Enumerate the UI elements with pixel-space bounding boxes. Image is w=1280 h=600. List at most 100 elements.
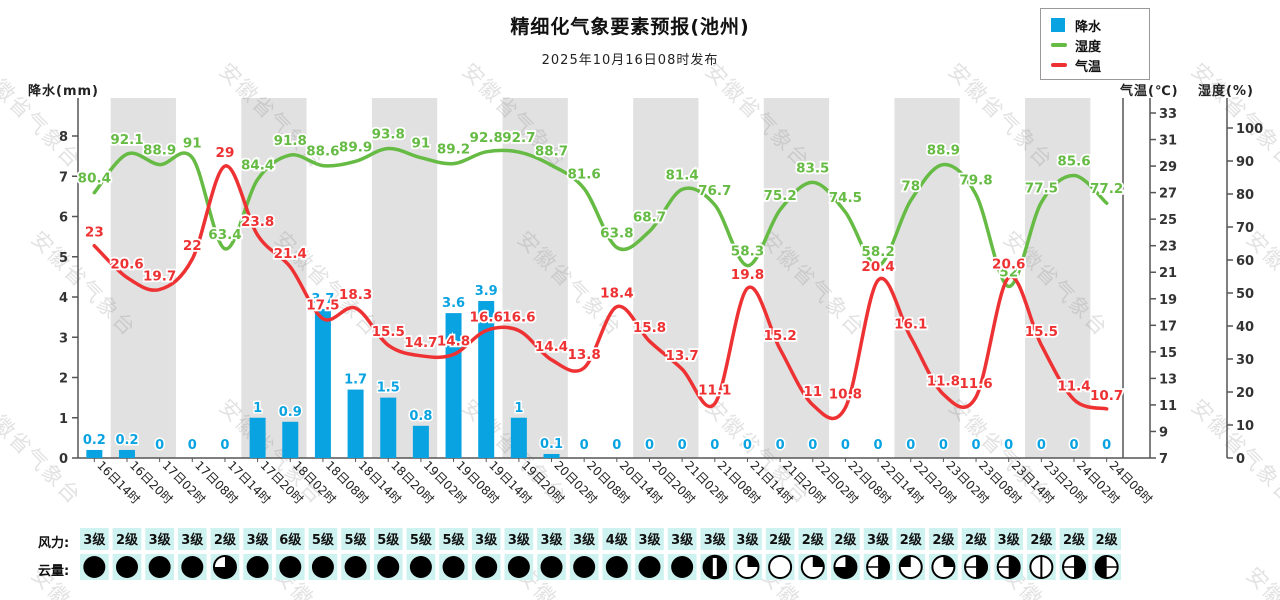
humidity-value-label: 77.2 bbox=[1090, 181, 1123, 197]
precip-value-label: 0.2 bbox=[83, 433, 106, 448]
wind-value: 3级 bbox=[83, 532, 106, 548]
humidity-value-label: 76.7 bbox=[698, 183, 731, 199]
humidity-value-label: 84.4 bbox=[241, 157, 274, 173]
temperature-value-label: 15.5 bbox=[1025, 324, 1058, 340]
precip-value-label: 0.2 bbox=[115, 433, 138, 448]
temperature-value-label: 23 bbox=[85, 225, 104, 241]
wind-cell bbox=[243, 528, 272, 550]
cloud-cover-icon bbox=[800, 555, 825, 579]
temperature-value-label: 13.7 bbox=[665, 348, 698, 364]
wind-cell bbox=[635, 528, 664, 550]
precip-bar bbox=[347, 389, 364, 458]
temperature-value-label: 20.4 bbox=[861, 259, 894, 275]
wind-value: 2级 bbox=[1096, 532, 1119, 548]
watermark-text: 安徽省气象台 bbox=[1241, 563, 1280, 600]
humidity-value-label: 80.4 bbox=[78, 171, 111, 187]
cloud-cover-icon bbox=[344, 556, 367, 578]
legend-item-temperature[interactable]: 气温 bbox=[1051, 55, 1149, 75]
wind-cell bbox=[341, 528, 370, 550]
wind-cell bbox=[471, 528, 501, 550]
legend-item-precip[interactable]: 降水 bbox=[1051, 15, 1149, 35]
temp-tick-label: 31 bbox=[1159, 134, 1177, 149]
temperature-value-label: 10.7 bbox=[1090, 388, 1123, 404]
wind-cell bbox=[504, 528, 534, 550]
temperature-value-label: 15.5 bbox=[372, 324, 405, 340]
temperature-value-label: 14.8 bbox=[437, 334, 470, 350]
wind-value: 5级 bbox=[410, 532, 433, 548]
precip-value-label: 0 bbox=[678, 438, 687, 453]
cloud-cover-icon bbox=[409, 556, 432, 578]
humidity-value-label: 74.5 bbox=[829, 190, 862, 206]
temp-tick-label: 23 bbox=[1159, 240, 1177, 255]
precip-tick-label: 5 bbox=[59, 251, 68, 266]
cloud-cover-icon bbox=[311, 556, 334, 578]
precip-bar bbox=[412, 425, 429, 458]
cloud-cover-icon bbox=[605, 556, 628, 578]
cloud-cover-icon bbox=[377, 556, 400, 578]
humidity-value-label: 68.7 bbox=[633, 209, 666, 225]
humidity-value-label: 88.9 bbox=[143, 143, 176, 159]
legend-item-humidity[interactable]: 湿度 bbox=[1051, 35, 1149, 55]
wind-value: 6级 bbox=[279, 532, 302, 548]
temp-tick-label: 29 bbox=[1159, 160, 1177, 175]
cloud-cover-icon bbox=[442, 556, 465, 578]
temperature-value-label: 14.4 bbox=[535, 339, 568, 355]
precip-value-label: 0 bbox=[1102, 438, 1111, 453]
wind-cell bbox=[112, 528, 142, 550]
wind-cell bbox=[994, 528, 1024, 550]
wind-cell bbox=[765, 528, 795, 550]
wind-value: 3级 bbox=[638, 532, 661, 548]
precip-value-label: 0 bbox=[220, 438, 229, 453]
wind-value: 2级 bbox=[802, 532, 825, 548]
cloud-cover-icon bbox=[702, 554, 728, 580]
precip-tick-label: 2 bbox=[59, 372, 68, 387]
wind-value: 3级 bbox=[573, 532, 596, 548]
temperature-value-label: 20.6 bbox=[110, 257, 143, 273]
wind-cell bbox=[929, 528, 958, 550]
precip-tick-label: 7 bbox=[59, 170, 68, 185]
legend-label-humidity: 湿度 bbox=[1075, 39, 1102, 55]
wind-cell bbox=[373, 528, 403, 550]
precip-value-label: 0 bbox=[1069, 438, 1078, 453]
wind-cell bbox=[80, 528, 109, 550]
humidity-value-label: 89.9 bbox=[339, 139, 372, 155]
precip-value-label: 0 bbox=[188, 438, 197, 453]
precip-value-label: 3.7 bbox=[311, 292, 334, 307]
wind-cell bbox=[961, 528, 991, 550]
precip-tick-label: 1 bbox=[59, 412, 68, 427]
humidity-tick-label: 100 bbox=[1236, 122, 1263, 137]
precip-value-label: 0.8 bbox=[409, 409, 432, 424]
cloud-row-label: 云量: bbox=[38, 564, 70, 579]
page-title: 精细化气象要素预报(池州) bbox=[510, 16, 750, 38]
temp-tick-label: 21 bbox=[1159, 266, 1177, 281]
header: 精细化气象要素预报(池州) 2025年10月16日08时发布 bbox=[0, 12, 1260, 68]
wind-value: 3级 bbox=[736, 532, 759, 548]
wind-cell bbox=[1092, 528, 1121, 550]
humidity-value-label: 81.6 bbox=[568, 167, 601, 183]
cloud-cover-icon bbox=[768, 555, 793, 579]
temperature-value-label: 11 bbox=[803, 384, 822, 400]
wind-value: 3级 bbox=[149, 532, 172, 548]
humidity-tick-label: 70 bbox=[1236, 221, 1254, 236]
wind-value: 3级 bbox=[540, 532, 563, 548]
precip-bar bbox=[249, 417, 266, 458]
precip-bar bbox=[543, 453, 560, 458]
temperature-value-label: 11.4 bbox=[1057, 379, 1090, 395]
precip-bar bbox=[86, 449, 103, 458]
precip-value-label: 0 bbox=[808, 438, 817, 453]
temp-tick-label: 11 bbox=[1159, 399, 1177, 414]
cloud-cover-icon bbox=[540, 556, 563, 578]
humidity-tick-label: 30 bbox=[1236, 353, 1254, 368]
wind-cell bbox=[1027, 528, 1056, 550]
temp-tick-label: 7 bbox=[1159, 452, 1168, 467]
wind-cell bbox=[275, 528, 305, 550]
precip-value-label: 0 bbox=[939, 438, 948, 453]
cloud-cover-icon bbox=[148, 556, 171, 578]
cloud-cover-icon bbox=[866, 555, 891, 579]
temp-tick-label: 33 bbox=[1159, 107, 1177, 122]
wind-cell bbox=[733, 528, 762, 550]
humidity-value-label: 91.8 bbox=[274, 133, 307, 149]
humidity-value-label: 75.2 bbox=[763, 188, 796, 204]
temperature-value-label: 20.6 bbox=[992, 257, 1025, 273]
